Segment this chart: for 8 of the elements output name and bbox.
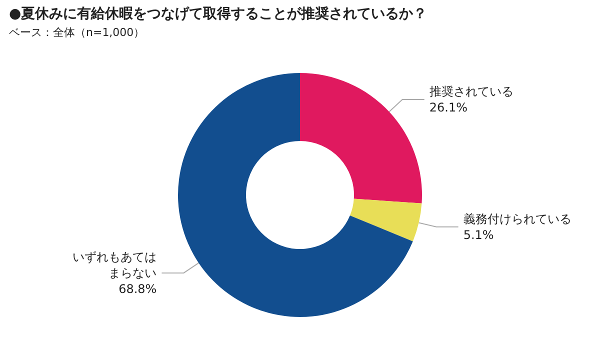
slice-label: 義務付けられている [463,212,572,226]
slice-label: いずれもあてはまらない [72,250,157,280]
data-label: 26.1% [429,100,468,114]
data-label: 68.8% [118,282,157,296]
chart-subtitle: ベース：全体（n=1,000） [9,26,145,39]
data-label: 5.1% [463,228,494,242]
chart-title: ●夏休みに有給休暇をつなげて取得することが推奨されているか？ [9,6,428,22]
slice-label: 推奨されている [429,84,514,98]
